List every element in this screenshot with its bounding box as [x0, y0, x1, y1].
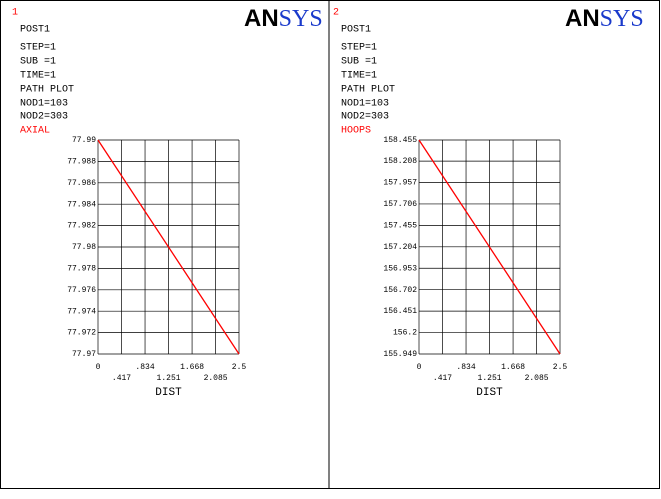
info-line: STEP=1 [341, 43, 377, 54]
x-tick-label: .417 [112, 374, 131, 383]
logo-part: SYS [279, 6, 323, 32]
y-tick-label: 156.953 [383, 264, 417, 273]
info-line: TIME=1 [20, 71, 56, 82]
info-line: PATH PLOT [341, 85, 395, 96]
y-tick-label: 77.978 [67, 265, 96, 274]
x-tick-label: 0 [417, 363, 422, 372]
logo-part: AN [565, 5, 600, 32]
y-tick-label: 77.99 [72, 136, 96, 145]
x-tick-label: .417 [433, 374, 452, 383]
x-tick-label: .834 [135, 363, 154, 372]
y-tick-label: 77.972 [67, 329, 96, 338]
x-tick-label: 1.251 [157, 374, 181, 383]
y-tick-label: 157.706 [383, 200, 417, 209]
y-tick-label: 77.97 [72, 350, 96, 359]
y-tick-label: 77.986 [67, 179, 96, 188]
x-tick-label: .834 [456, 363, 475, 372]
x-tick-label: 1.251 [478, 374, 502, 383]
window-number: 1 [12, 8, 18, 19]
y-tick-label: 77.984 [67, 200, 96, 209]
x-tick-label: 1.668 [501, 363, 525, 372]
y-tick-label: 77.988 [67, 158, 96, 167]
y-tick-label: 158.455 [383, 136, 417, 145]
data-line [418, 139, 561, 355]
y-tick-label: 156.702 [383, 286, 417, 295]
data-line [97, 139, 240, 355]
x-axis-label: DIST [476, 387, 503, 399]
y-tick-label: 158.208 [383, 157, 417, 166]
x-tick-label: 2.5 [232, 363, 247, 372]
info-line: NOD2=303 [341, 112, 389, 123]
y-tick-label: 156.2 [393, 329, 417, 338]
window-number: 2 [333, 8, 339, 19]
y-tick-label: 77.976 [67, 286, 96, 295]
y-tick-label: 157.455 [383, 222, 417, 231]
info-line: NOD2=303 [20, 112, 68, 123]
legend-label: AXIAL [20, 126, 50, 137]
y-tick-label: 77.982 [67, 222, 96, 231]
frame [0, 0, 660, 489]
y-tick-label: 155.949 [383, 350, 417, 359]
y-tick-label: 77.98 [72, 243, 96, 252]
x-tick-label: 0 [96, 363, 101, 372]
info-line: STEP=1 [20, 43, 56, 54]
x-tick-label: 2.085 [525, 374, 549, 383]
y-tick-label: 157.204 [383, 243, 417, 252]
legend-label: HOOPS [341, 126, 371, 137]
info-line: SUB =1 [20, 57, 56, 68]
x-tick-label: 2.085 [204, 374, 228, 383]
info-line: NOD1=103 [341, 99, 389, 110]
y-tick-label: 77.974 [67, 307, 96, 316]
logo-part: SYS [600, 6, 644, 32]
logo-part: AN [244, 5, 279, 32]
info-line: POST1 [341, 25, 371, 36]
y-tick-label: 156.451 [383, 307, 417, 316]
info-line: POST1 [20, 25, 50, 36]
x-axis-label: DIST [155, 387, 182, 399]
info-line: SUB =1 [341, 57, 377, 68]
logo: ANSYS [565, 5, 644, 32]
info-line: NOD1=103 [20, 99, 68, 110]
x-tick-label: 2.5 [553, 363, 568, 372]
y-tick-label: 157.957 [383, 179, 417, 188]
x-tick-label: 1.668 [180, 363, 204, 372]
logo: ANSYS [244, 5, 323, 32]
info-line: PATH PLOT [20, 85, 74, 96]
info-line: TIME=1 [341, 71, 377, 82]
